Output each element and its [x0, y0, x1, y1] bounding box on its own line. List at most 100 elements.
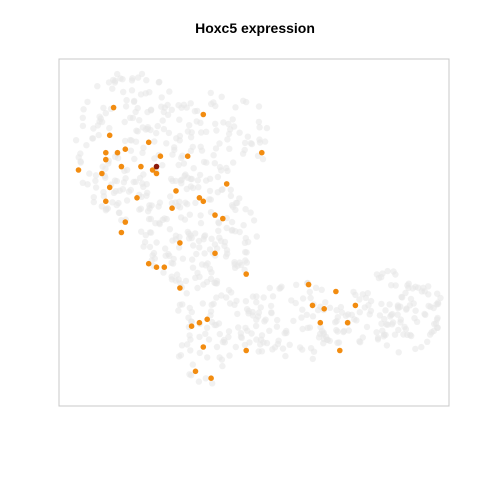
background-cell-point: [382, 307, 388, 313]
background-cell-point: [153, 130, 159, 136]
expression-point: [103, 157, 109, 163]
background-cell-point: [224, 136, 230, 142]
background-cell-point: [160, 269, 166, 275]
background-cell-point: [212, 103, 218, 109]
background-cell-point: [258, 304, 264, 310]
background-cell-point: [226, 131, 232, 137]
background-cell-point: [403, 326, 409, 332]
background-cell-point: [198, 220, 204, 226]
expression-point: [107, 185, 113, 191]
background-cell-point: [299, 307, 305, 313]
background-cell-point: [203, 375, 209, 381]
background-cell-point: [122, 175, 128, 181]
background-cell-point: [201, 233, 207, 239]
background-cell-point: [268, 303, 274, 309]
expression-point: [76, 167, 82, 173]
background-cell-point: [120, 186, 126, 192]
expression-point: [212, 251, 218, 257]
background-cell-point: [202, 331, 208, 337]
background-cell-point: [144, 126, 150, 132]
background-cell-point: [187, 347, 193, 353]
background-cell-point: [212, 160, 218, 166]
background-cell-point: [397, 304, 403, 310]
background-cell-point: [123, 103, 129, 109]
background-cell-point: [332, 319, 338, 325]
background-cell-point: [189, 129, 195, 135]
expression-point: [243, 348, 249, 354]
background-cell-point: [300, 295, 306, 301]
expression-point: [185, 153, 191, 159]
expression-point: [134, 195, 140, 201]
background-cell-point: [274, 324, 280, 330]
background-cell-point: [368, 308, 374, 314]
background-cell-point: [143, 77, 149, 83]
background-cell-point: [208, 269, 214, 275]
background-cell-point: [184, 201, 190, 207]
background-cell-point: [434, 325, 440, 331]
background-cell-point: [161, 126, 167, 132]
background-cell-point: [256, 136, 262, 142]
background-cell-point: [100, 189, 106, 195]
background-cell-point: [151, 155, 157, 161]
background-cell-point: [216, 140, 222, 146]
background-cell-point: [128, 148, 134, 154]
background-cell-point: [221, 337, 227, 343]
background-cell-point: [200, 300, 206, 306]
background-cell-point: [219, 94, 225, 100]
background-cell-point: [234, 311, 240, 317]
background-cell-point: [96, 132, 102, 138]
background-cell-point: [196, 244, 202, 250]
background-cell-point: [183, 278, 189, 284]
background-cell-point: [350, 289, 356, 295]
background-cell-point: [164, 216, 170, 222]
background-cell-point: [311, 349, 317, 355]
background-cell-point: [196, 334, 202, 340]
background-cell-point: [216, 235, 222, 241]
background-cell-point: [317, 331, 323, 337]
background-cell-point: [196, 238, 202, 244]
background-cell-point: [80, 123, 86, 129]
background-cell-point: [109, 86, 115, 92]
expression-point: [103, 150, 109, 156]
background-cell-point: [411, 315, 417, 321]
background-cell-point: [397, 319, 403, 325]
background-cell-point: [340, 329, 346, 335]
background-cell-point: [256, 103, 262, 109]
background-cell-point: [333, 327, 339, 333]
expression-point: [306, 282, 312, 288]
expression-point: [318, 320, 324, 326]
expression-point: [224, 181, 230, 187]
background-cell-point: [148, 107, 154, 113]
plot-frame: [59, 59, 449, 406]
background-cell-point: [138, 91, 144, 97]
background-cell-point: [322, 299, 328, 305]
background-cell-point: [212, 241, 218, 247]
expression-point: [243, 271, 249, 277]
background-cell-point: [89, 135, 95, 141]
background-cell-point: [395, 327, 401, 333]
expression-point: [154, 171, 160, 177]
background-cell-point: [418, 344, 424, 350]
background-cell-point: [427, 331, 433, 337]
background-cell-point: [373, 329, 379, 335]
background-cell-point: [178, 180, 184, 186]
background-cell-point: [80, 106, 86, 112]
background-cell-point: [313, 285, 319, 291]
background-cell-point: [159, 94, 165, 100]
background-cell-point: [177, 133, 183, 139]
background-cell-point: [253, 317, 259, 323]
background-cell-point: [253, 323, 259, 329]
background-cell-point: [274, 317, 280, 323]
background-cell-point: [246, 308, 252, 314]
expression-point: [138, 164, 144, 170]
background-cell-point: [425, 303, 431, 309]
background-cell-point: [243, 298, 249, 304]
background-cell-point: [174, 271, 180, 277]
background-cell-point: [123, 97, 129, 103]
background-cell-point: [219, 186, 225, 192]
background-cell-point: [386, 301, 392, 307]
background-cell-point: [223, 253, 229, 259]
background-cell-point: [181, 102, 187, 108]
background-cell-point: [249, 141, 255, 147]
